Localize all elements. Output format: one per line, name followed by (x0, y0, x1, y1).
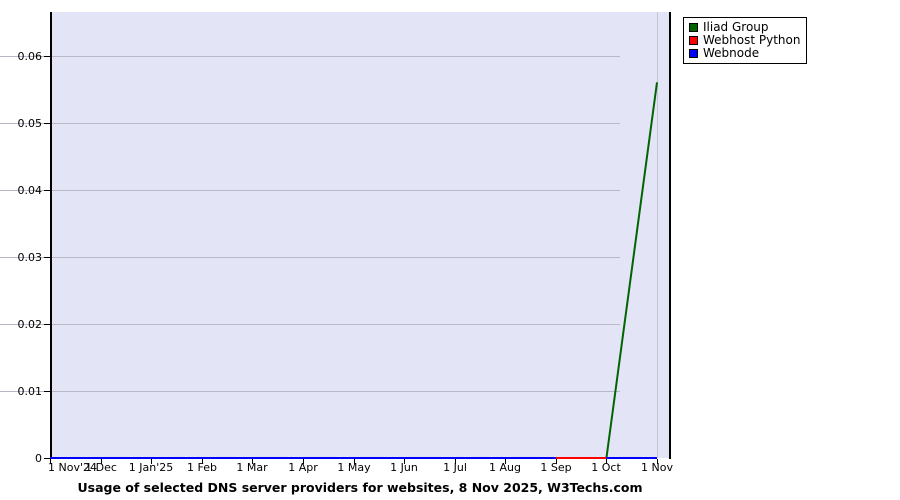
legend-item-label: Webnode (703, 46, 760, 60)
y-tick-mark (44, 391, 52, 392)
y-tick-label: 0.05 (17, 117, 43, 130)
gridline-horizontal (0, 123, 620, 124)
x-tick-mark (657, 459, 658, 464)
legend-item[interactable]: Iliad Group (689, 21, 800, 34)
legend-swatch-icon (689, 49, 698, 58)
x-tick-mark (151, 459, 152, 464)
plot-area (50, 12, 670, 458)
x-tick-label: 1 Mar (236, 461, 268, 474)
gridline-horizontal (0, 190, 620, 191)
chart-caption: Usage of selected DNS server providers f… (77, 480, 643, 495)
x-tick-mark (455, 459, 456, 464)
legend-item-label: Iliad Group (703, 20, 769, 34)
y-tick-mark (44, 190, 52, 191)
x-tick-mark (606, 459, 607, 464)
gridline-horizontal (0, 391, 620, 392)
x-tick-mark (505, 459, 506, 464)
x-tick-mark (354, 459, 355, 464)
legend-swatch-icon (689, 23, 698, 32)
legend-item[interactable]: Webnode (689, 47, 800, 60)
x-tick-mark (556, 459, 557, 464)
plot-right-border (669, 12, 671, 459)
x-tick-mark (101, 459, 102, 464)
x-tick-label: 1 Dec (85, 461, 117, 474)
x-tick-label: 1 Nov'24 (48, 461, 97, 474)
gridline-horizontal (0, 257, 620, 258)
y-tick-label: 0.06 (17, 50, 43, 63)
x-tick-label: 1 Aug (489, 461, 521, 474)
y-tick-label: 0.01 (17, 385, 43, 398)
x-tick-label: 1 Nov (641, 461, 673, 474)
x-tick-label: 1 Jun (390, 461, 418, 474)
y-tick-mark (44, 56, 52, 57)
x-tick-mark (404, 459, 405, 464)
y-tick-mark (44, 257, 52, 258)
legend-item[interactable]: Webhost Python (689, 34, 800, 47)
x-tick-label: 1 May (337, 461, 371, 474)
series-line-iliad-group (50, 82, 657, 458)
y-tick-label: 0.04 (17, 184, 43, 197)
x-tick-label: 1 Apr (288, 461, 318, 474)
legend-swatch-icon (689, 36, 698, 45)
series-layer (50, 12, 670, 459)
gridline-horizontal (0, 324, 620, 325)
x-tick-label: 1 Sep (540, 461, 572, 474)
y-tick-label: 0.03 (17, 251, 43, 264)
gridline-vertical (657, 12, 658, 458)
x-tick-mark (303, 459, 304, 464)
x-tick-mark (50, 459, 51, 464)
x-tick-label: 1 Feb (187, 461, 217, 474)
y-tick-mark (44, 324, 52, 325)
gridline-horizontal (0, 56, 620, 57)
x-tick-mark (202, 459, 203, 464)
chart-legend: Iliad Group Webhost Python Webnode (683, 17, 808, 64)
y-tick-label: 0.02 (17, 318, 43, 331)
y-tick-label: 0 (35, 452, 42, 465)
x-tick-mark (252, 459, 253, 464)
legend-item-label: Webhost Python (703, 33, 801, 47)
y-axis-line (50, 12, 52, 459)
y-tick-mark (44, 458, 52, 459)
x-tick-label: 1 Jul (443, 461, 467, 474)
y-tick-mark (44, 123, 52, 124)
x-tick-label: 1 Oct (591, 461, 621, 474)
x-tick-label: 1 Jan'25 (128, 461, 174, 474)
